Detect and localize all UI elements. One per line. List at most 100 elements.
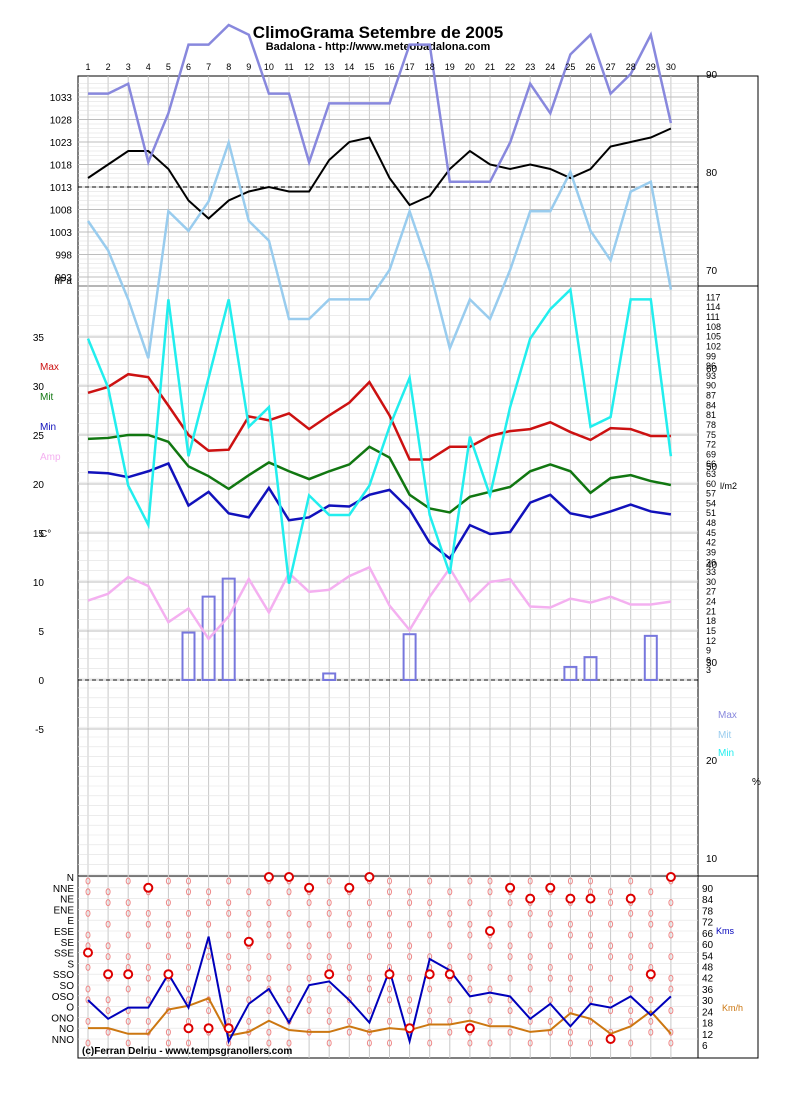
wind-direction-dot — [608, 942, 614, 950]
rain-tick-label: 18 — [706, 616, 716, 626]
wind-direction-dot — [567, 974, 573, 982]
humidity-tick-label: 20 — [706, 756, 718, 767]
wind-direction-dot — [608, 888, 614, 896]
wind-direction-dot — [145, 920, 151, 928]
humidity-tick-label: 50 — [706, 462, 718, 473]
wind-direction-dot — [186, 877, 191, 885]
wind-direction-dot — [125, 953, 131, 961]
rain-bar — [402, 633, 417, 681]
dominant-direction-marker — [163, 969, 174, 980]
wind-direction-dot — [366, 1039, 372, 1047]
wind-direction-dot — [326, 985, 332, 993]
wind-direction-dot — [407, 942, 413, 950]
labels: 1 2 3 4 5 6 7 8 9 10 11 12 13 14 15 16 17 18 19 20 21 22 23 24 2… — [33, 62, 761, 1052]
wind-direction-dot — [346, 996, 352, 1004]
credit-text: (c)Ferran Delriu - www.tempsgranollers.c… — [82, 1046, 292, 1057]
wind-direction-dot — [186, 1039, 191, 1047]
rain-tick-label: 60 — [706, 479, 716, 489]
wind-direction-dot — [668, 974, 674, 982]
wind-direction-dot — [387, 1039, 392, 1047]
dominant-direction-marker — [505, 882, 516, 893]
wind-direction-dot — [186, 931, 191, 939]
rain-tick-label: 15 — [706, 626, 716, 636]
wind-direction-dot — [366, 985, 372, 993]
pressure-tick-label: 1003 — [50, 228, 73, 239]
pressure-tick-label: 1028 — [50, 116, 73, 127]
wind-direction-dot — [326, 953, 332, 961]
wind-direction-dot — [567, 931, 573, 939]
wind-direction-dot — [628, 1017, 634, 1025]
wind-direction-dot — [628, 963, 634, 971]
rain-tick-label: 36 — [706, 557, 716, 567]
day-tick-label: 30 — [666, 62, 676, 72]
wind-tick-label: 42 — [702, 974, 714, 985]
wind-tick-label: 66 — [702, 929, 714, 940]
wind-direction-dot — [145, 909, 151, 917]
wind-direction-dot — [487, 877, 493, 885]
dominant-direction-marker — [525, 893, 536, 904]
humidity-legend-min: Min — [718, 748, 734, 759]
wind-tick-label: 30 — [702, 996, 714, 1007]
temp-legend-min: Min — [40, 422, 56, 433]
rain-tick-label: 99 — [706, 351, 716, 361]
temp-tick-label: 20 — [33, 480, 45, 491]
wind-direction-dot — [125, 1039, 131, 1047]
wind-direction-dot — [266, 1028, 272, 1036]
wind-direction-dot — [427, 985, 433, 993]
wind-direction-dot — [567, 877, 573, 885]
wind-direction-dot — [206, 953, 212, 961]
wind-direction-dot — [226, 909, 232, 917]
wind-direction-dot — [487, 1017, 493, 1025]
wind-direction-dot — [145, 942, 151, 950]
wind-direction-dot — [346, 1017, 352, 1025]
wind-direction-dot — [427, 1007, 433, 1015]
rain-tick-label: 87 — [706, 391, 716, 401]
wind-direction-dot — [85, 1039, 91, 1047]
wind-direction-dot — [507, 942, 513, 950]
wind-direction-label: SSO — [53, 970, 74, 981]
wind-direction-dot — [387, 1017, 392, 1025]
rain-tick-label: 93 — [706, 371, 716, 381]
wind-direction-dot — [366, 1007, 372, 1015]
wind-direction-dot — [507, 1007, 513, 1015]
rain-bar — [181, 631, 196, 682]
wind-tick-label: 78 — [702, 906, 714, 917]
wind-direction-dot — [567, 1039, 573, 1047]
rain-tick-label: 108 — [706, 322, 721, 332]
dominant-direction-marker — [565, 893, 576, 904]
tmin-line — [87, 461, 672, 561]
wind-direction-dot — [467, 1007, 473, 1015]
day-tick-label: 27 — [606, 62, 616, 72]
rain-tick-label: 114 — [706, 302, 720, 312]
wind-direction-dot — [266, 1007, 272, 1015]
wind-direction-dot — [668, 899, 674, 907]
wind-direction-dot — [286, 888, 292, 896]
wind-direction-dot — [407, 888, 413, 896]
wind-direction-dot — [608, 920, 614, 928]
wind-direction-dot — [588, 963, 593, 971]
wind-tick-label: 6 — [702, 1041, 708, 1052]
day-tick-label: 23 — [525, 62, 535, 72]
dominant-direction-marker — [83, 947, 93, 958]
wind-direction-dot — [447, 920, 453, 928]
pressure-tick-label: 998 — [55, 251, 72, 262]
rain-tick-label: 21 — [706, 606, 716, 616]
dominant-direction-marker — [485, 926, 495, 936]
wind-direction-label: NNO — [52, 1035, 74, 1046]
rain-bar — [583, 656, 598, 681]
day-tick-label: 22 — [505, 62, 515, 72]
wind-direction-dot — [266, 899, 272, 907]
wind-direction-dot — [527, 1039, 533, 1047]
wind-tick-label: 54 — [702, 951, 714, 962]
wind-direction-dot — [668, 1039, 674, 1047]
day-tick-label: 21 — [485, 62, 495, 72]
temp-tick-label: 30 — [33, 382, 45, 393]
wind-direction-dot — [266, 953, 272, 961]
wind-tick-label: 36 — [702, 985, 714, 996]
wind-direction-dot — [125, 1017, 131, 1025]
wind-direction-label: SO — [60, 981, 75, 992]
wind-direction-dot — [507, 1028, 513, 1036]
temp-legend-max: Max — [40, 362, 59, 373]
wind-direction-dot — [648, 920, 654, 928]
wind-direction-dot — [366, 931, 372, 939]
